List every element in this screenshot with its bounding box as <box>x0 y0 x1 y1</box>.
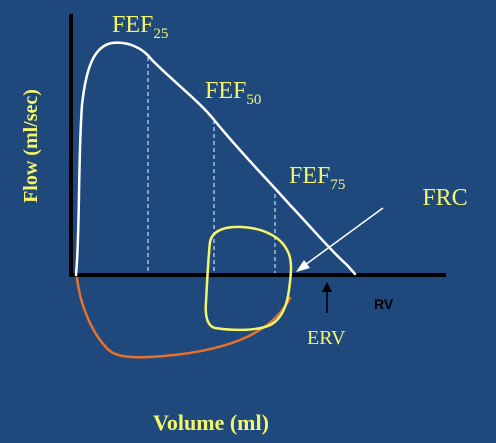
inspiratory-curve <box>75 276 292 359</box>
x-axis-title: Volume (ml) <box>153 410 269 435</box>
erv-arrow-head <box>322 282 332 292</box>
rv-label: RV <box>374 296 394 312</box>
frc-arrow-head <box>296 260 310 272</box>
fef75-label: FEF75 <box>289 163 345 193</box>
erv-label: ERV <box>307 327 346 349</box>
max-expiratory-curve <box>74 41 357 277</box>
frc-arrow-line <box>304 207 384 266</box>
tidal-loop <box>204 225 293 332</box>
y-axis-title: Flow (ml/sec) <box>20 89 42 203</box>
fef25-label: FEF25 <box>112 12 168 42</box>
frc-label: FRC <box>422 185 467 211</box>
fef50-label: FEF50 <box>205 78 261 108</box>
